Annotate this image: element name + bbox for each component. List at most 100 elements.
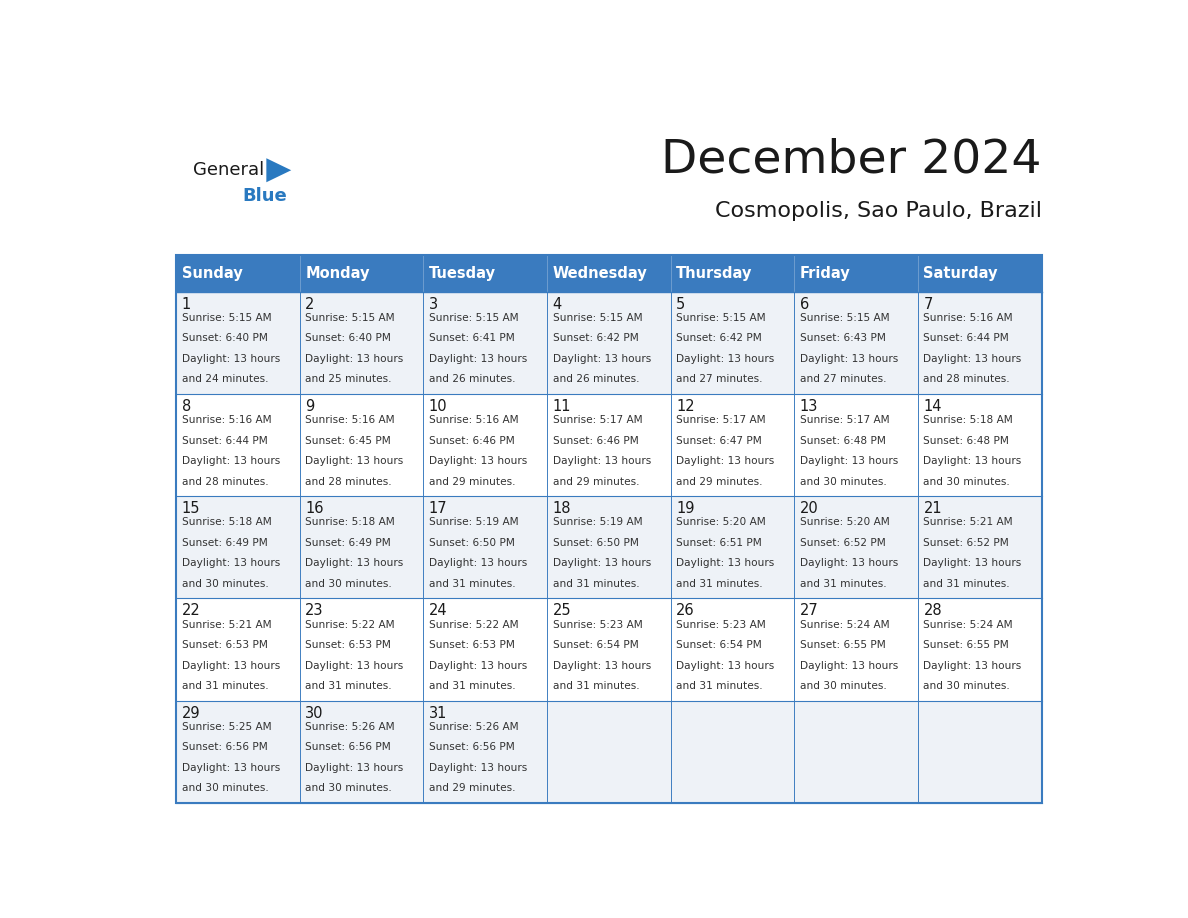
Bar [299, 700, 423, 803]
Text: Sunrise: 5:16 AM: Sunrise: 5:16 AM [305, 415, 394, 425]
Text: and 27 minutes.: and 27 minutes. [800, 375, 886, 385]
Text: and 28 minutes.: and 28 minutes. [923, 375, 1010, 385]
Text: Daylight: 13 hours: Daylight: 13 hours [305, 456, 404, 466]
Text: Cosmopolis, Sao Paulo, Brazil: Cosmopolis, Sao Paulo, Brazil [714, 200, 1042, 220]
Text: Sunset: 6:52 PM: Sunset: 6:52 PM [923, 538, 1010, 548]
Bar [423, 599, 546, 700]
Text: Daylight: 13 hours: Daylight: 13 hours [305, 558, 404, 568]
Text: Sunset: 6:52 PM: Sunset: 6:52 PM [800, 538, 885, 548]
Text: Friday: Friday [800, 266, 851, 281]
Text: and 24 minutes.: and 24 minutes. [182, 375, 268, 385]
Text: Sunrise: 5:17 AM: Sunrise: 5:17 AM [552, 415, 643, 425]
Text: 30: 30 [305, 706, 324, 721]
Text: and 30 minutes.: and 30 minutes. [182, 783, 268, 793]
Text: Sunset: 6:46 PM: Sunset: 6:46 PM [429, 436, 514, 445]
Bar [918, 292, 1042, 394]
Text: Sunset: 6:40 PM: Sunset: 6:40 PM [305, 333, 391, 343]
Text: 24: 24 [429, 603, 448, 619]
Bar [299, 599, 423, 700]
Text: Daylight: 13 hours: Daylight: 13 hours [305, 661, 404, 670]
Bar [546, 255, 671, 292]
Text: and 31 minutes.: and 31 minutes. [676, 578, 763, 588]
Text: Sunset: 6:48 PM: Sunset: 6:48 PM [800, 436, 886, 445]
Text: Daylight: 13 hours: Daylight: 13 hours [182, 558, 280, 568]
Bar [546, 292, 671, 394]
Text: Sunrise: 5:19 AM: Sunrise: 5:19 AM [429, 518, 518, 528]
Bar [795, 497, 918, 599]
Bar [176, 700, 299, 803]
Text: 4: 4 [552, 297, 562, 312]
Text: and 30 minutes.: and 30 minutes. [923, 476, 1010, 487]
Text: Daylight: 13 hours: Daylight: 13 hours [429, 763, 527, 773]
Bar [299, 394, 423, 497]
Text: 15: 15 [182, 501, 200, 516]
Bar [546, 700, 671, 803]
Text: and 30 minutes.: and 30 minutes. [182, 578, 268, 588]
Text: and 26 minutes.: and 26 minutes. [429, 375, 516, 385]
Text: 3: 3 [429, 297, 438, 312]
Text: Sunrise: 5:17 AM: Sunrise: 5:17 AM [676, 415, 766, 425]
Text: 25: 25 [552, 603, 571, 619]
Text: Daylight: 13 hours: Daylight: 13 hours [552, 558, 651, 568]
Text: Daylight: 13 hours: Daylight: 13 hours [429, 354, 527, 364]
Text: General: General [192, 162, 264, 179]
Text: Sunset: 6:46 PM: Sunset: 6:46 PM [552, 436, 638, 445]
Text: Sunset: 6:44 PM: Sunset: 6:44 PM [182, 436, 267, 445]
Text: 1: 1 [182, 297, 191, 312]
Bar [795, 700, 918, 803]
Text: Daylight: 13 hours: Daylight: 13 hours [429, 661, 527, 670]
Bar [795, 599, 918, 700]
Text: Daylight: 13 hours: Daylight: 13 hours [676, 661, 775, 670]
Text: Daylight: 13 hours: Daylight: 13 hours [182, 661, 280, 670]
Bar [918, 599, 1042, 700]
Text: 28: 28 [923, 603, 942, 619]
Text: Daylight: 13 hours: Daylight: 13 hours [552, 456, 651, 466]
Text: Sunrise: 5:22 AM: Sunrise: 5:22 AM [429, 620, 518, 630]
Bar [918, 255, 1042, 292]
Text: Sunset: 6:45 PM: Sunset: 6:45 PM [305, 436, 391, 445]
Bar [176, 599, 299, 700]
Bar [299, 292, 423, 394]
Bar [671, 497, 795, 599]
Text: Sunrise: 5:15 AM: Sunrise: 5:15 AM [305, 313, 394, 323]
Text: and 30 minutes.: and 30 minutes. [305, 783, 392, 793]
Text: Sunrise: 5:24 AM: Sunrise: 5:24 AM [923, 620, 1013, 630]
Text: December 2024: December 2024 [661, 137, 1042, 182]
Text: Tuesday: Tuesday [429, 266, 495, 281]
Text: Sunset: 6:53 PM: Sunset: 6:53 PM [305, 640, 391, 650]
Text: Sunset: 6:55 PM: Sunset: 6:55 PM [923, 640, 1010, 650]
Bar [546, 394, 671, 497]
Text: and 28 minutes.: and 28 minutes. [305, 476, 392, 487]
Text: Sunrise: 5:18 AM: Sunrise: 5:18 AM [182, 518, 271, 528]
Text: and 31 minutes.: and 31 minutes. [800, 578, 886, 588]
Text: and 30 minutes.: and 30 minutes. [305, 578, 392, 588]
Bar [671, 700, 795, 803]
Text: 13: 13 [800, 399, 819, 414]
Text: Saturday: Saturday [923, 266, 998, 281]
Text: 2: 2 [305, 297, 315, 312]
Text: and 31 minutes.: and 31 minutes. [429, 578, 516, 588]
Text: Sunrise: 5:21 AM: Sunrise: 5:21 AM [182, 620, 271, 630]
Bar [176, 292, 299, 394]
Text: Sunrise: 5:16 AM: Sunrise: 5:16 AM [429, 415, 518, 425]
Text: 5: 5 [676, 297, 685, 312]
Text: Sunrise: 5:17 AM: Sunrise: 5:17 AM [800, 415, 890, 425]
Text: Sunset: 6:56 PM: Sunset: 6:56 PM [429, 743, 514, 753]
Text: Sunrise: 5:18 AM: Sunrise: 5:18 AM [305, 518, 396, 528]
Text: 14: 14 [923, 399, 942, 414]
Text: Daylight: 13 hours: Daylight: 13 hours [676, 354, 775, 364]
Text: Daylight: 13 hours: Daylight: 13 hours [923, 661, 1022, 670]
Text: Sunset: 6:49 PM: Sunset: 6:49 PM [305, 538, 391, 548]
Text: 26: 26 [676, 603, 695, 619]
Text: Sunrise: 5:20 AM: Sunrise: 5:20 AM [676, 518, 766, 528]
Text: and 31 minutes.: and 31 minutes. [305, 681, 392, 691]
Text: Daylight: 13 hours: Daylight: 13 hours [429, 456, 527, 466]
Text: Sunset: 6:42 PM: Sunset: 6:42 PM [676, 333, 762, 343]
Text: 21: 21 [923, 501, 942, 516]
Bar [795, 394, 918, 497]
Text: 6: 6 [800, 297, 809, 312]
Text: Sunrise: 5:15 AM: Sunrise: 5:15 AM [429, 313, 518, 323]
Bar [918, 700, 1042, 803]
Bar [546, 599, 671, 700]
Text: 23: 23 [305, 603, 324, 619]
